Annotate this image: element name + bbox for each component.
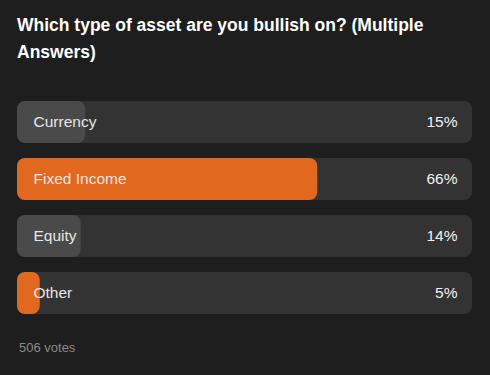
svg-text:66%: 66% <box>426 170 457 187</box>
svg-text:Currency: Currency <box>34 113 97 130</box>
html-text:Which type of asset are you bu: Which type of asset are you bullish on? … <box>17 15 424 62</box>
svg-text:Other: Other <box>34 284 73 301</box>
svg-text:14%: 14% <box>426 227 457 244</box>
svg-text:Fixed Income: Fixed Income <box>34 170 127 187</box>
svg-text:5%: 5% <box>435 284 458 301</box>
svg-text:15%: 15% <box>426 113 457 130</box>
html-text:506 votes: 506 votes <box>19 340 76 355</box>
svg-text:Equity: Equity <box>34 227 77 244</box>
